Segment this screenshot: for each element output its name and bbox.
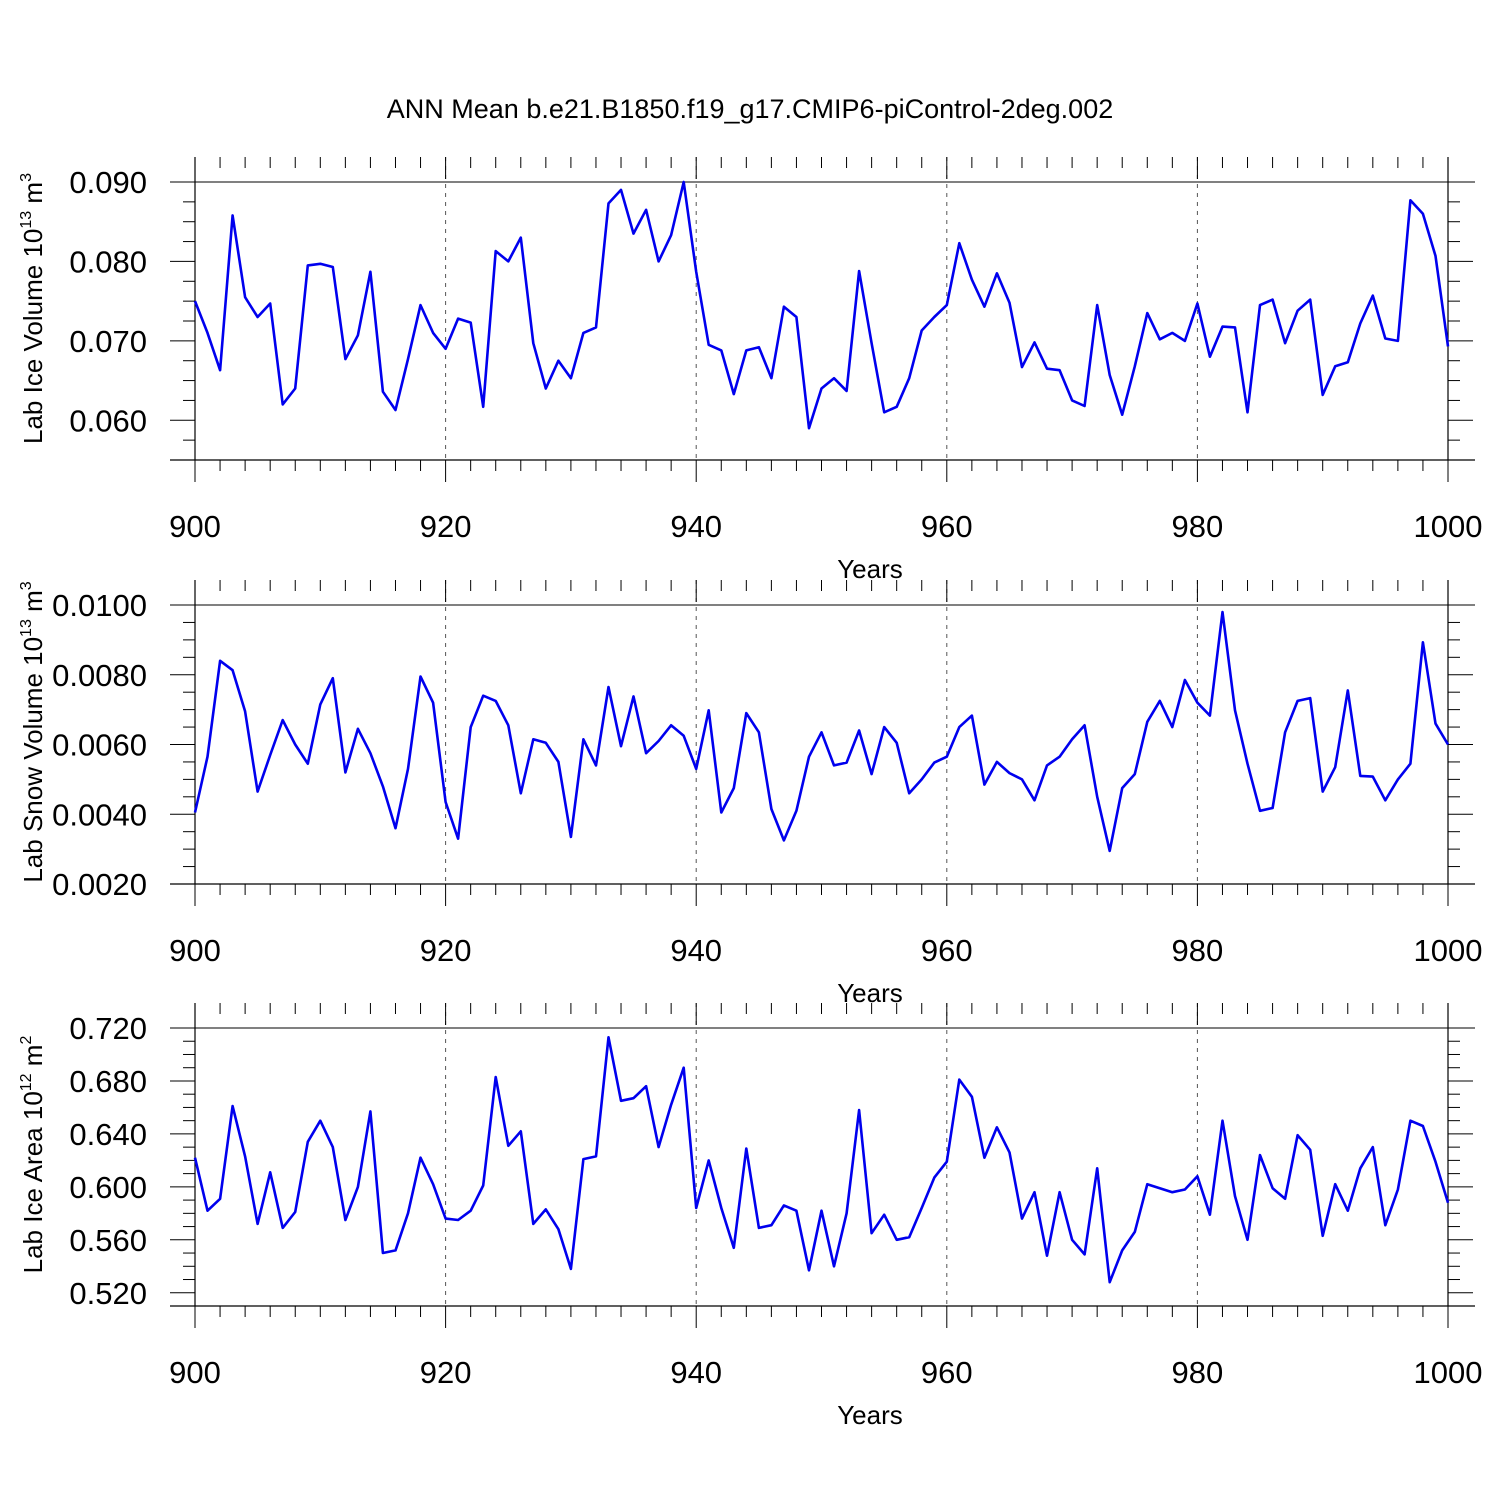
y-axis-label: Lab Ice Area 1012 m2 bbox=[18, 1036, 48, 1274]
y-tick-label: 0.680 bbox=[69, 1064, 147, 1099]
series-line bbox=[193, 610, 1450, 853]
y-tick-label: 0.640 bbox=[69, 1117, 147, 1152]
y-tick-label: 0.560 bbox=[69, 1223, 147, 1258]
x-axis-label: Years bbox=[837, 978, 903, 1008]
y-tick-label: 0.600 bbox=[69, 1170, 147, 1205]
x-tick-label: 1000 bbox=[1414, 509, 1483, 544]
y-tick-label: 0.0040 bbox=[52, 797, 147, 832]
x-tick-label: 920 bbox=[420, 509, 472, 544]
figure-title: ANN Mean b.e21.B1850.f19_g17.CMIP6-piCon… bbox=[387, 94, 1113, 124]
y-axis-label: Lab Ice Volume 1013 m3 bbox=[18, 173, 48, 444]
y-tick-label: 0.070 bbox=[69, 324, 147, 359]
y-tick-label: 0.0080 bbox=[52, 658, 147, 693]
x-tick-label: 900 bbox=[169, 1355, 221, 1390]
x-tick-label: 960 bbox=[921, 509, 973, 544]
y-axis-label: Lab Snow Volume 1013 m3 bbox=[18, 581, 48, 882]
x-tick-label: 960 bbox=[921, 1355, 973, 1390]
panel-snow-volume: 900 920 940 960 980 1000 Years 0.0020 0.0040 0.00… bbox=[18, 580, 1482, 1008]
x-tick-label: 980 bbox=[1172, 509, 1224, 544]
y-tick-label: 0.0100 bbox=[52, 588, 147, 623]
x-tick-label: 940 bbox=[670, 933, 722, 968]
y-tick-label: 0.080 bbox=[69, 244, 147, 279]
x-tick-label: 920 bbox=[420, 1355, 472, 1390]
x-tick-label: 980 bbox=[1172, 1355, 1224, 1390]
panel-ice-area: 900 920 940 960 980 1000 Years 0.520 0.560 0.600 0… bbox=[18, 1003, 1482, 1430]
x-tick-label: 900 bbox=[169, 933, 221, 968]
x-tick-label: 1000 bbox=[1414, 1355, 1483, 1390]
x-tick-label: 960 bbox=[921, 933, 973, 968]
y-tick-label: 0.090 bbox=[69, 165, 147, 200]
series-line bbox=[193, 1036, 1450, 1284]
x-tick-label: 940 bbox=[670, 509, 722, 544]
x-axis-label: Years bbox=[837, 1400, 903, 1430]
series-line bbox=[193, 180, 1450, 430]
x-tick-label: 980 bbox=[1172, 933, 1224, 968]
y-tick-label: 0.0060 bbox=[52, 728, 147, 763]
x-tick-label: 940 bbox=[670, 1355, 722, 1390]
x-tick-label: 920 bbox=[420, 933, 472, 968]
y-tick-label: 0.720 bbox=[69, 1011, 147, 1046]
panel-ice-volume: 900 920 940 960 980 1000 Years 0.060 0.070 0.080 0… bbox=[18, 157, 1482, 584]
y-tick-label: 0.520 bbox=[69, 1276, 147, 1311]
y-tick-label: 0.0020 bbox=[52, 867, 147, 902]
y-tick-label: 0.060 bbox=[69, 403, 147, 438]
x-axis-label: Years bbox=[837, 554, 903, 584]
x-tick-label: 1000 bbox=[1414, 933, 1483, 968]
x-tick-label: 900 bbox=[169, 509, 221, 544]
